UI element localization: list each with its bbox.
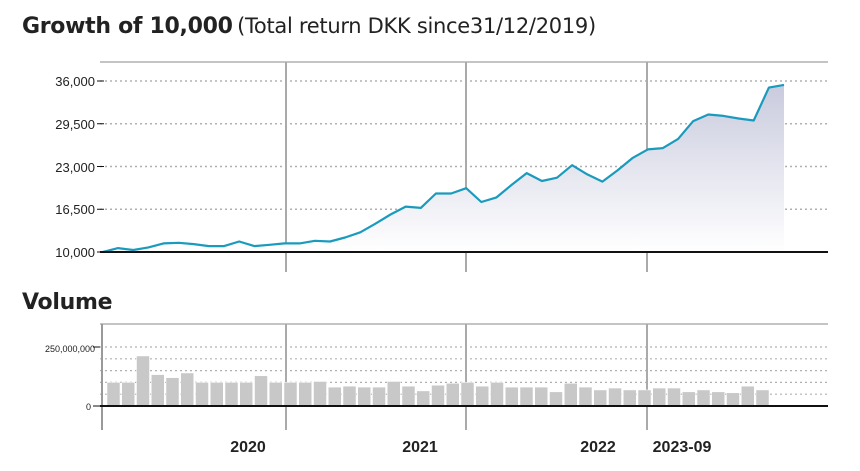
volume-bar <box>578 386 593 407</box>
volume-bars <box>106 355 770 407</box>
x-axis-label: 2021 <box>402 439 438 456</box>
volume-bar <box>401 385 416 407</box>
volume-bar <box>490 382 504 407</box>
volume-bar <box>151 374 165 407</box>
volume-bar <box>357 386 371 407</box>
growth-area-fill <box>103 84 784 253</box>
growth-ytick-label: 36,000 <box>55 74 95 89</box>
volume-bar <box>416 390 430 407</box>
growth-ytick-label: 29,500 <box>55 117 95 132</box>
volume-bar <box>328 386 342 407</box>
volume-bar <box>682 391 696 407</box>
volume-bar <box>505 386 519 407</box>
volume-bar <box>372 386 386 407</box>
volume-bar <box>741 385 755 407</box>
volume-bar <box>106 382 121 407</box>
growth-area <box>103 84 784 253</box>
x-axis-label: 2023-09 <box>653 439 712 456</box>
volume-bar <box>696 389 711 407</box>
volume-bar <box>269 382 283 407</box>
x-axis-label: 2020 <box>230 439 266 456</box>
volume-bar <box>755 389 770 407</box>
growth-ytick-label: 16,500 <box>55 202 95 217</box>
chart-title-main: Growth of 10,000 <box>22 14 233 39</box>
volume-bar <box>608 387 622 407</box>
volume-bar <box>313 381 327 407</box>
volume-ytick-label: 0 <box>86 402 91 412</box>
volume-bar <box>239 382 253 407</box>
chart-title-subtitle: (Total return DKK since31/12/2019) <box>237 14 596 38</box>
volume-bar <box>254 375 268 407</box>
volume-bar <box>711 391 725 407</box>
volume-bar <box>210 382 224 407</box>
volume-bar <box>549 391 563 407</box>
volume-bar <box>564 383 578 407</box>
volume-bar <box>165 377 180 407</box>
volume-title: Volume <box>22 290 113 315</box>
volume-bar <box>667 387 681 407</box>
volume-bar <box>519 386 534 407</box>
volume-bar <box>460 382 475 407</box>
volume-bar <box>475 385 489 407</box>
volume-bar <box>180 372 194 407</box>
volume-bar <box>136 355 150 407</box>
volume-bar <box>726 392 740 407</box>
volume-bar <box>593 389 607 407</box>
volume-bar <box>342 385 357 407</box>
growth-ytick-label: 10,000 <box>55 245 95 260</box>
volume-bar <box>283 382 298 407</box>
volume-bar <box>623 389 637 407</box>
volume-bar <box>652 387 666 407</box>
volume-bar <box>387 381 401 407</box>
x-axis: 2020 2021 2022 2023-09 <box>230 439 711 456</box>
volume-bar <box>298 382 312 407</box>
volume-bar <box>534 386 548 407</box>
growth-y-axis: 36,000 29,500 23,000 16,500 10,000 <box>55 74 95 260</box>
volume-bar <box>431 384 445 407</box>
growth-series <box>102 83 785 254</box>
volume-bar <box>195 382 209 407</box>
volume-bar <box>446 383 460 407</box>
volume-bar <box>224 382 239 407</box>
growth-line <box>102 83 785 254</box>
volume-y-axis: 250,000,000 0 <box>45 344 95 412</box>
volume-ytick-label: 250,000,000 <box>45 344 95 354</box>
volume-bar <box>121 382 135 407</box>
baselines <box>100 251 828 407</box>
x-axis-label: 2022 <box>580 439 616 456</box>
chart-title: Growth of 10,000 (Total return DKK since… <box>22 14 596 39</box>
volume-bar <box>637 389 652 407</box>
growth-ytick-label: 23,000 <box>55 160 95 175</box>
